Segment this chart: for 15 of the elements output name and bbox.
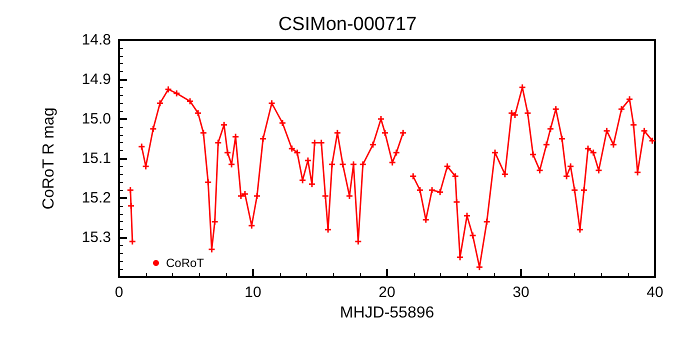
y-tick-label: 15.2 xyxy=(82,190,111,206)
y-tick-label: 15.1 xyxy=(82,150,111,167)
chart-title: CSIMon-000717 xyxy=(278,14,417,35)
x-tick-label: 20 xyxy=(378,284,396,301)
y-axis-title: CoRoT R mag xyxy=(40,108,58,210)
y-tick-label: 14.9 xyxy=(82,71,111,88)
x-tick-label: 10 xyxy=(244,284,262,301)
x-tick-label: 30 xyxy=(512,284,530,301)
x-axis-title: MHJD-55896 xyxy=(340,304,434,322)
y-tick-label: 14.8 xyxy=(82,32,111,48)
y-tick-label: 15.0 xyxy=(82,110,111,128)
x-tick-label: 40 xyxy=(646,284,664,301)
legend-label: CoRoT xyxy=(166,256,205,270)
x-tick-label: 0 xyxy=(114,284,124,301)
y-tick-label: 15.3 xyxy=(82,229,111,246)
